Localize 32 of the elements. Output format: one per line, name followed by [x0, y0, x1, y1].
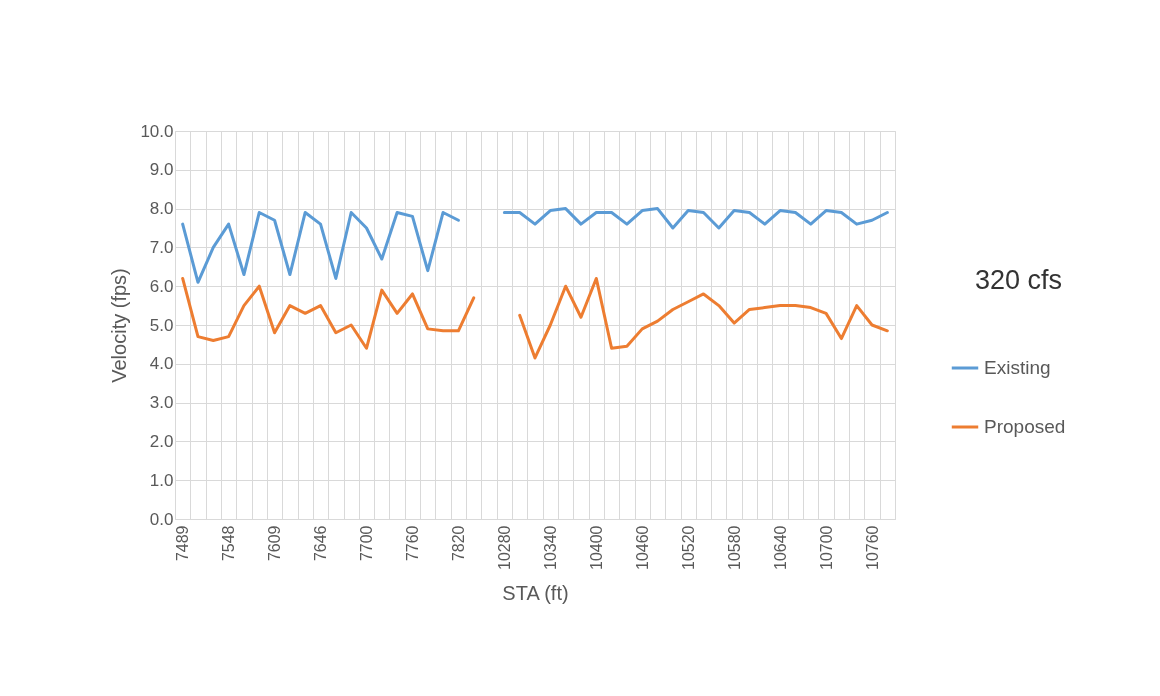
x-tick-label: 7489	[174, 525, 192, 562]
x-tick-label: 7700	[357, 525, 375, 562]
legend-label: Proposed	[984, 416, 1066, 437]
legend-label: Existing	[984, 357, 1051, 378]
y-tick-label: 7.0	[149, 237, 174, 257]
x-tick-label: 7609	[266, 525, 284, 562]
x-tick-label: 10760	[863, 525, 881, 570]
x-tick-label: 7646	[312, 525, 330, 562]
y-axis-title: Velocity (fps)	[108, 268, 131, 383]
y-tick-label: 5.0	[149, 315, 174, 335]
x-tick-label: 10640	[771, 525, 789, 570]
y-tick-label: 3.0	[149, 393, 174, 413]
text: 320 cfs	[975, 265, 1063, 296]
x-tick-label: 10400	[587, 525, 605, 570]
x-tick-label: 10340	[541, 525, 559, 570]
x-tick-label: 7820	[449, 525, 467, 562]
y-tick-label: 4.0	[149, 354, 174, 374]
y-tick-label: 10.0	[140, 121, 174, 141]
x-tick-label: 7760	[403, 525, 421, 562]
y-tick-label: 6.0	[149, 276, 174, 296]
x-tick-label: 10580	[725, 525, 743, 570]
x-tick-label: 7548	[220, 525, 238, 562]
y-tick-label: 1.0	[149, 470, 174, 490]
y-tick-label: 8.0	[149, 199, 174, 219]
y-tick-label: 0.0	[149, 509, 174, 529]
x-axis-title: STA (ft)	[502, 581, 569, 604]
x-tick-label: 10460	[633, 525, 651, 570]
y-tick-label: 2.0	[149, 431, 174, 451]
x-tick-label: 10700	[817, 525, 835, 570]
y-tick-label: 9.0	[149, 160, 174, 180]
x-tick-label: 10520	[679, 525, 697, 570]
x-tick-label: 10280	[495, 525, 513, 570]
